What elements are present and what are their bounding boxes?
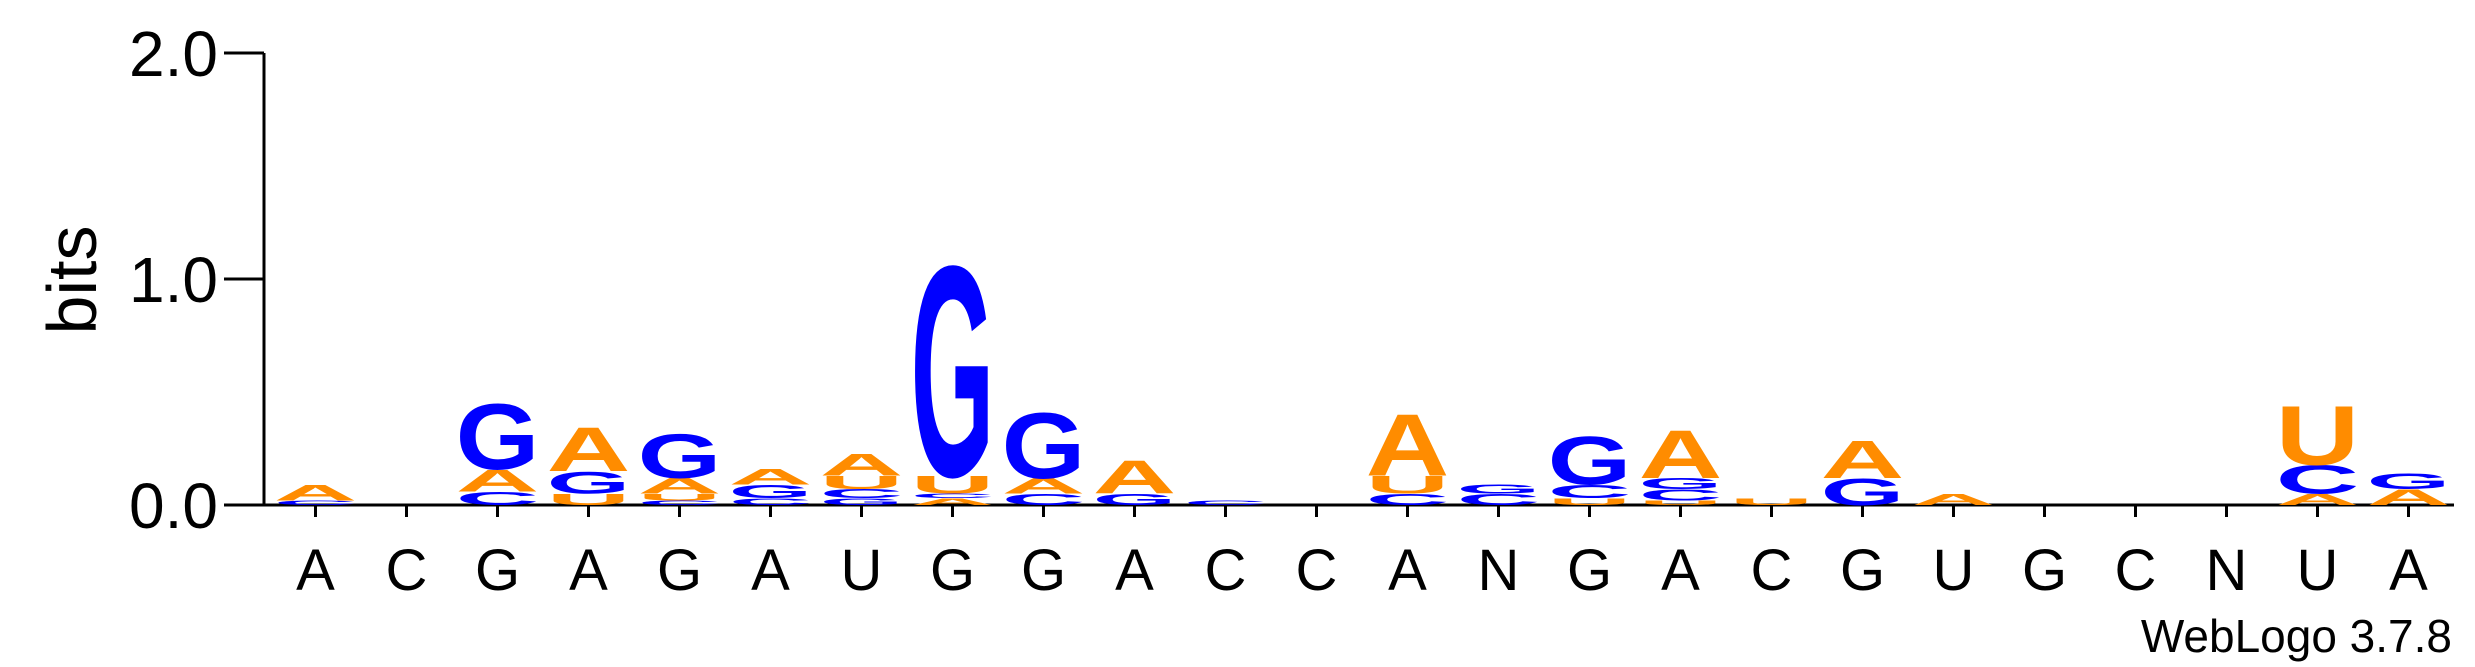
logo-letter: C [1639, 486, 1723, 504]
footer: WebLogo 3.7.8 [2141, 610, 2452, 662]
x-tick-label: U [2297, 538, 2339, 603]
x-tick-label: A [2389, 538, 2428, 603]
logo-letter: C [911, 493, 995, 500]
y-tick-label: 1.0 [129, 244, 218, 316]
logo-letter: A [820, 447, 904, 482]
logo-letter: U [1639, 499, 1723, 506]
x-tick-label: A [1388, 538, 1427, 603]
logo-letter: C [274, 499, 358, 506]
logo-letter: A [638, 474, 722, 499]
x-tick-label: N [1478, 538, 1520, 603]
logo-letter: U [911, 471, 995, 499]
logo-letter: G [729, 481, 813, 502]
logo-letter: A [1821, 429, 1905, 489]
logo-letter: U [820, 472, 904, 493]
x-tick-label: G [2022, 538, 2067, 603]
logo-letter: G [547, 465, 631, 500]
logo-letter: G [911, 203, 995, 540]
logo-letter: G [1002, 393, 1086, 499]
x-tick-label: G [930, 538, 975, 603]
x-tick-label: A [569, 538, 608, 603]
logo-letter: A [547, 414, 631, 485]
x-tick-label: U [1933, 538, 1975, 603]
x-tick-label: C [2115, 538, 2157, 603]
logo-letter: U [638, 492, 722, 502]
logo-letter: A [456, 463, 540, 498]
logo-letter: A [2367, 485, 2451, 510]
x-tick-label: C [1296, 538, 1338, 603]
logo-letter: U [2276, 388, 2360, 483]
logo-letter: U [1366, 471, 1450, 499]
logo-letter: A [1002, 474, 1086, 499]
logo-letter: A [1093, 451, 1177, 504]
x-tick-label: G [1567, 538, 1612, 603]
x-tick-label: C [1205, 538, 1247, 603]
x-tick-label: G [657, 538, 702, 603]
x-tick-label: A [1115, 538, 1154, 603]
x-tick-label: C [386, 538, 428, 603]
logo-letter: U [547, 491, 631, 509]
logo-letter: G [1639, 475, 1723, 493]
logo-letter: C [1457, 491, 1541, 509]
logo-letter: G [1548, 423, 1632, 500]
logo-letter: A [1912, 491, 1996, 509]
logo-letter: C [1002, 491, 1086, 509]
y-axis-label: bits [33, 226, 111, 335]
logo-letter: G [638, 421, 722, 492]
x-tick-label: A [1661, 538, 1700, 603]
logo-letter: C [820, 487, 904, 501]
logo-letter: C [1366, 491, 1450, 509]
logo-letter: A [911, 497, 995, 507]
logo-letter: C [456, 488, 540, 509]
logo-letter: A [274, 481, 358, 506]
y-tick-label: 0.0 [129, 470, 218, 542]
logo-letter: C [1548, 481, 1632, 502]
x-tick-label: G [475, 538, 520, 603]
x-tick-label: U [841, 538, 883, 603]
logo-letter: G [1821, 472, 1905, 514]
x-tick-label: N [2206, 538, 2248, 603]
logo-letter: C [2276, 457, 2360, 502]
logo-letter: G [456, 384, 540, 490]
logo-letter: C [729, 497, 813, 507]
logo-letter: A [729, 465, 813, 490]
x-tick-label: C [1751, 538, 1793, 603]
y-tick-label: 2.0 [129, 18, 218, 90]
logo-letter: C [1184, 499, 1268, 506]
x-tick-label: G [1840, 538, 1885, 603]
x-tick-label: G [1021, 538, 1066, 603]
logo-letter: A [2276, 491, 2360, 509]
logo-letter: U [1548, 497, 1632, 507]
logo-letter: G [1457, 482, 1541, 496]
logo-letter: A [1366, 396, 1450, 494]
logo-letter: G [820, 497, 904, 507]
logo-letter: G [1093, 491, 1177, 509]
x-tick-label: A [751, 538, 790, 603]
x-tick-label: A [296, 538, 335, 603]
logo-letter: A [1639, 416, 1723, 493]
logo-letter: G [2367, 469, 2451, 494]
logo-letter: U [1730, 497, 1814, 507]
logo-letter: C [638, 499, 722, 506]
